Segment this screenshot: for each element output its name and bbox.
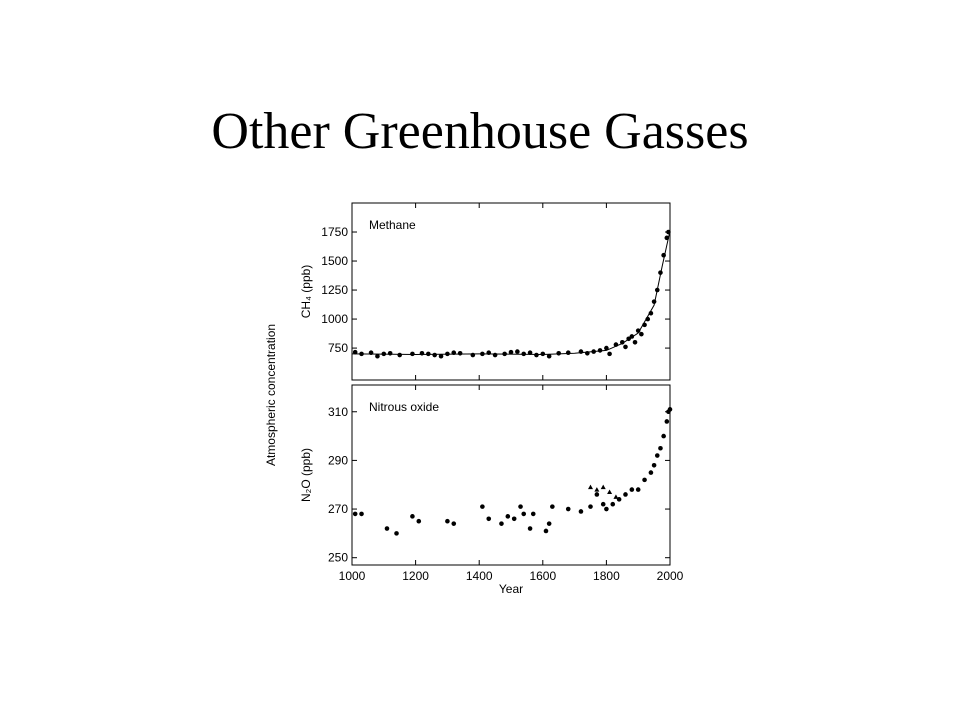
data-point (352, 511, 358, 517)
plot-frame (351, 384, 671, 566)
x-tick-label: 1400 (466, 569, 493, 583)
x-tick-label: 2000 (657, 569, 684, 583)
data-point (600, 501, 606, 507)
data-point (546, 353, 552, 359)
annotation: Methane (369, 218, 416, 232)
data-point (661, 433, 666, 439)
data-point (623, 492, 628, 497)
data-point (486, 516, 492, 522)
slide-title: Other Greenhouse Gasses (211, 103, 748, 160)
y-axis-label: N₂O (ppb) (299, 448, 313, 502)
data-point (527, 526, 533, 531)
data-point (511, 516, 517, 522)
data-point (667, 407, 673, 412)
data-point (654, 453, 660, 458)
data-point (588, 484, 593, 490)
data-point (594, 487, 600, 492)
data-point (642, 477, 647, 483)
data-point (394, 531, 399, 536)
data-point (518, 504, 523, 509)
y-tick-label: 1000 (321, 312, 348, 326)
data-point (607, 351, 612, 357)
data-point (480, 504, 485, 509)
y-tick-label: 750 (328, 341, 348, 355)
y-tick-label: 1500 (321, 254, 348, 268)
y-tick-label: 250 (328, 551, 348, 565)
data-point (543, 528, 549, 534)
plot-frame (351, 202, 671, 381)
y-axis-label: CH₄ (ppb) (299, 265, 313, 319)
data-point (359, 511, 364, 517)
data-point (635, 487, 641, 492)
data-point (515, 349, 520, 354)
data-point (632, 339, 638, 345)
x-tick-label: 1600 (529, 569, 556, 583)
data-point (352, 349, 358, 355)
x-axis-label: Year (499, 582, 523, 596)
y-tick-label: 310 (328, 405, 348, 419)
data-point (540, 351, 546, 357)
data-point (613, 494, 619, 499)
data-point (451, 521, 457, 526)
fit-line (351, 230, 671, 355)
x-tick-label: 1000 (339, 569, 366, 583)
data-point (623, 344, 628, 350)
data-point (600, 484, 606, 490)
data-point (604, 345, 609, 351)
data-point (639, 331, 644, 337)
x-tick-label: 1200 (402, 569, 429, 583)
data-point (664, 419, 670, 424)
annotation: Nitrous oxide (369, 400, 439, 414)
data-point (410, 351, 415, 357)
data-point (651, 462, 657, 468)
data-point (565, 506, 571, 512)
data-point (534, 352, 539, 358)
data-point (594, 492, 600, 497)
data-point (578, 509, 584, 514)
y-tick-label: 270 (328, 502, 348, 516)
data-point (607, 489, 613, 495)
data-point (492, 352, 498, 358)
data-point (546, 521, 552, 526)
data-point (556, 351, 561, 356)
data-point (530, 511, 536, 517)
data-point (610, 501, 616, 507)
data-point (445, 518, 450, 524)
data-point (550, 504, 555, 509)
data-point (588, 504, 593, 509)
data-point (565, 350, 571, 356)
data-point (658, 445, 663, 451)
data-point (521, 511, 527, 517)
data-point (629, 487, 635, 492)
data-point (505, 514, 511, 519)
data-point (432, 352, 437, 358)
data-point (410, 514, 415, 519)
y-tick-label: 290 (328, 453, 348, 467)
data-point (499, 521, 504, 526)
y-tick-label: 1250 (321, 283, 348, 297)
data-point (375, 353, 380, 359)
data-point (416, 518, 422, 524)
data-point (457, 351, 463, 356)
data-point (438, 353, 444, 359)
data-point (508, 349, 514, 355)
x-tick-label: 1800 (593, 569, 620, 583)
data-point (397, 352, 403, 358)
data-point (384, 526, 390, 531)
data-point (604, 506, 609, 512)
data-point (648, 470, 654, 475)
shared-y-label: Atmospheric concentration (264, 324, 278, 466)
y-tick-label: 1750 (321, 225, 348, 239)
data-point (387, 351, 393, 356)
